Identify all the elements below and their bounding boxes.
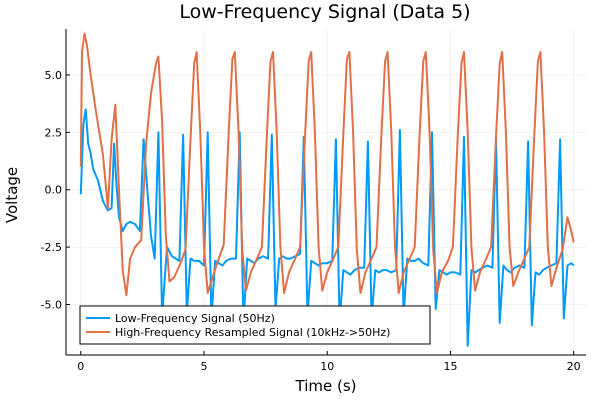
series-line-1 bbox=[79, 32, 575, 297]
legend-label-high-frequency: High-Frequency Resampled Signal (10kHz->… bbox=[115, 326, 390, 339]
x-tick-label: 15 bbox=[443, 360, 457, 373]
chart-title: Low-Frequency Signal (Data 5) bbox=[179, 1, 470, 23]
x-tick-label: 10 bbox=[320, 360, 334, 373]
ticks: 0 5 10 15 20 -5.0 -2.5 0.0 2.5 5.0 bbox=[41, 69, 581, 373]
x-tick-label: 0 bbox=[77, 360, 84, 373]
y-tick-label: -2.5 bbox=[41, 241, 62, 254]
x-tick-label: 20 bbox=[567, 360, 581, 373]
x-tick-label: 5 bbox=[201, 360, 208, 373]
series-line-0 bbox=[79, 108, 575, 347]
x-axis-title: Time (s) bbox=[295, 377, 357, 395]
y-axis-title: Voltage bbox=[3, 167, 21, 223]
series-layer bbox=[79, 32, 575, 347]
y-tick-label: 5.0 bbox=[45, 69, 63, 82]
axes bbox=[65, 29, 586, 356]
y-tick-label: 2.5 bbox=[45, 126, 63, 139]
legend-label-low-frequency: Low-Frequency Signal (50Hz) bbox=[115, 312, 275, 325]
legend: Low-Frequency Signal (50Hz) High-Frequen… bbox=[79, 305, 431, 345]
legend-box bbox=[79, 305, 431, 345]
y-tick-label: 0.0 bbox=[45, 184, 63, 197]
y-tick-label: -5.0 bbox=[41, 298, 62, 311]
